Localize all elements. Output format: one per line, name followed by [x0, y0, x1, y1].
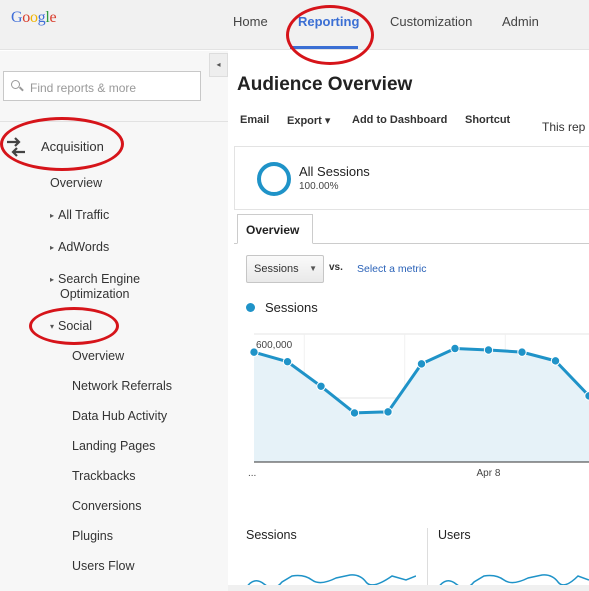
sidebar-item-seo[interactable]: ▸ Search Engine	[50, 272, 141, 286]
segment-percent: 100.00%	[299, 181, 339, 192]
metric-select[interactable]: Sessions ▼	[246, 255, 324, 283]
nav-admin[interactable]: Admin	[502, 14, 539, 29]
email-button[interactable]: Email	[240, 114, 270, 126]
sidebar-item-overview[interactable]: Overview	[50, 176, 103, 190]
sidebar-item-seo-line2[interactable]: Optimization	[60, 287, 130, 301]
stat-users-label: Users	[438, 528, 471, 542]
select-metric-link[interactable]: Select a metric	[357, 263, 427, 275]
expand-arrow-icon: ▸	[50, 211, 55, 220]
x-tick-label: Apr 8	[477, 468, 501, 479]
users-sparkline	[438, 574, 589, 589]
sessions-sparkline	[246, 574, 416, 589]
y-tick-label: 600,000	[256, 340, 293, 351]
sidebar-item-adwords[interactable]: ▸ AdWords	[50, 240, 110, 254]
series-area	[254, 348, 589, 462]
legend-label: Sessions	[265, 300, 318, 315]
data-point	[450, 343, 460, 354]
sidebar-divider	[0, 121, 228, 122]
tab-divider	[234, 243, 589, 244]
data-point	[316, 381, 326, 391]
add-to-dashboard-button[interactable]: Add to Dashboard	[352, 114, 448, 126]
acquisition-icon	[7, 137, 25, 157]
nav-reporting[interactable]: Reporting	[298, 14, 360, 29]
segment-ring-icon	[257, 162, 291, 196]
sidebar-subitem-conversions[interactable]: Conversions	[72, 499, 142, 513]
search-placeholder: Find reports & more	[30, 81, 137, 95]
expand-arrow-icon: ▸	[50, 275, 55, 284]
sidebar-subitem-users-flow[interactable]: Users Flow	[72, 559, 135, 573]
top-bar: Google Home Reporting Customization Admi…	[0, 0, 589, 50]
segment-name: All Sessions	[299, 164, 370, 179]
data-point	[416, 359, 427, 369]
sidebar-item-social[interactable]: ▾ Social	[50, 319, 93, 333]
sidebar-subitem-trackbacks[interactable]: Trackbacks	[72, 469, 136, 483]
search-icon	[11, 80, 20, 89]
tab-overview[interactable]: Overview	[237, 214, 313, 244]
nav-home[interactable]: Home	[233, 14, 268, 29]
sidebar-subitem-plugins[interactable]: Plugins	[72, 529, 113, 543]
sidebar-item-all-traffic[interactable]: ▸ All Traffic	[50, 208, 110, 222]
nav-customization[interactable]: Customization	[390, 14, 473, 29]
shortcut-button[interactable]: Shortcut	[465, 114, 511, 126]
stats-divider	[427, 528, 428, 591]
stat-sessions-label: Sessions	[246, 528, 297, 542]
data-point	[584, 391, 589, 401]
search-input[interactable]: Find reports & more	[3, 71, 201, 101]
sidebar-subitem-network-referrals[interactable]: Network Referrals	[72, 379, 173, 393]
data-point	[483, 345, 494, 355]
data-point	[517, 347, 527, 357]
sidebar-subitem-data-hub-activity[interactable]: Data Hub Activity	[72, 409, 168, 423]
vs-label: vs.	[329, 262, 343, 273]
chevron-down-icon: ▼	[309, 264, 317, 273]
sessions-line-chart[interactable]: 600,000300,000...Apr 8	[228, 322, 589, 482]
date-range-text: This rep	[542, 120, 586, 134]
active-tab-indicator	[290, 46, 358, 49]
data-point	[550, 356, 561, 366]
sidebar-item-acquisition[interactable]: Acquisition	[41, 139, 104, 154]
x-tick-label: ...	[248, 468, 256, 479]
page-title: Audience Overview	[237, 74, 413, 95]
sidebar-subitem-landing-pages[interactable]: Landing Pages	[72, 439, 156, 453]
collapse-arrow-icon: ▾	[50, 322, 55, 331]
data-point	[349, 408, 360, 418]
segment-panel[interactable]	[234, 146, 589, 210]
sidebar	[0, 51, 228, 591]
collapse-sidebar-button[interactable]: ◂	[209, 53, 228, 77]
legend-marker	[246, 303, 255, 312]
sidebar-subitem-overview[interactable]: Overview	[72, 349, 125, 363]
google-logo[interactable]: Google	[11, 9, 57, 26]
export-button[interactable]: Export ▾	[287, 115, 331, 127]
data-point	[249, 347, 259, 357]
expand-arrow-icon: ▸	[50, 243, 55, 252]
data-point	[383, 407, 393, 417]
content-bottom-edge	[228, 585, 589, 591]
data-point	[282, 357, 293, 367]
